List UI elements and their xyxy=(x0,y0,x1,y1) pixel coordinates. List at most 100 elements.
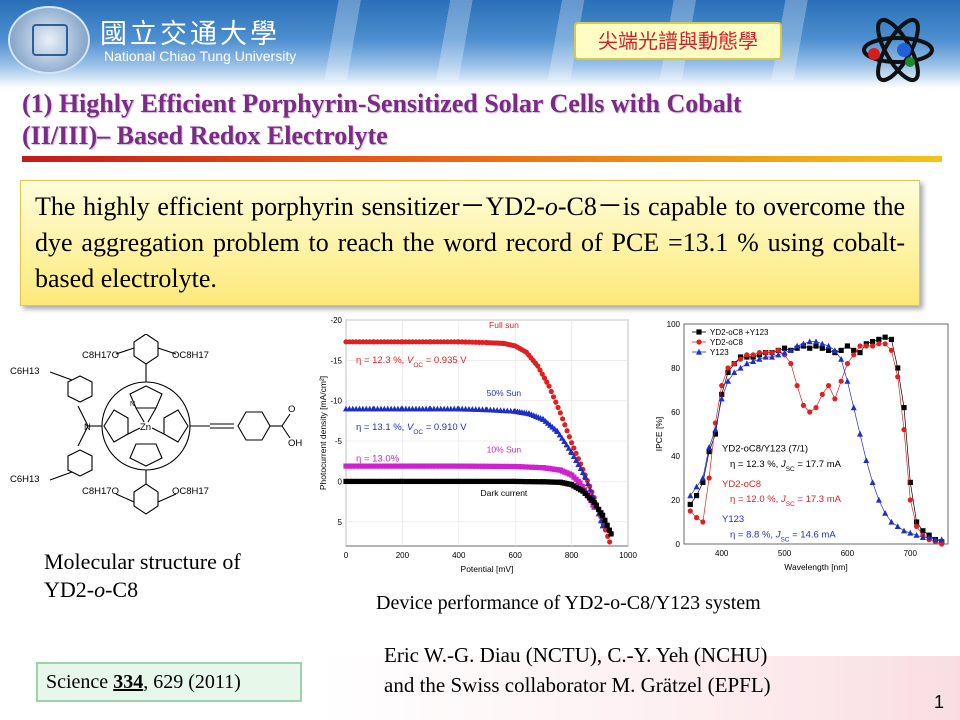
data-point xyxy=(426,463,433,469)
data-point xyxy=(737,356,744,362)
data-point xyxy=(450,478,456,485)
data-point xyxy=(387,478,393,485)
data-point xyxy=(794,342,801,349)
data-point xyxy=(409,463,416,469)
data-point xyxy=(493,478,499,485)
data-point xyxy=(413,478,419,485)
data-point xyxy=(469,478,475,485)
y-tick-label: -20 xyxy=(330,316,342,325)
data-point xyxy=(744,352,750,358)
data-point xyxy=(519,464,525,470)
data-point xyxy=(420,478,426,485)
data-point xyxy=(888,518,895,525)
data-point xyxy=(807,345,813,351)
data-point xyxy=(555,404,561,411)
data-point xyxy=(582,474,589,480)
data-point xyxy=(447,478,453,485)
data-point xyxy=(426,478,433,485)
annotation-y123-title: Y123 xyxy=(722,514,744,525)
data-point xyxy=(913,523,920,529)
molecule-caption: Molecular structure of YD2-o-C8 xyxy=(44,549,241,602)
data-point xyxy=(479,463,486,469)
data-point xyxy=(763,350,769,356)
data-point xyxy=(553,399,559,405)
plot-area xyxy=(345,319,629,547)
university-name-english: National Chiao Tung University xyxy=(104,48,297,64)
series-1 xyxy=(343,405,606,529)
data-point xyxy=(596,506,602,512)
label-amine-n: N xyxy=(84,422,91,433)
data-point xyxy=(440,478,446,485)
device-caption: Device performance of YD2-o-C8/Y123 syst… xyxy=(376,592,761,614)
annotation-combo-values: η = 12.3 %, JSC = 17.7 mA xyxy=(730,459,842,473)
data-point xyxy=(416,478,422,485)
data-point xyxy=(750,358,757,364)
data-point xyxy=(606,527,612,533)
x-tick-label: 400 xyxy=(452,551,466,560)
data-point xyxy=(719,391,725,397)
series-0 xyxy=(343,339,613,545)
data-point xyxy=(456,478,462,485)
label-oc8-top-left: C8H17O xyxy=(82,350,119,361)
data-point xyxy=(409,478,416,485)
data-point xyxy=(541,375,548,381)
data-point xyxy=(557,410,563,416)
data-point xyxy=(506,463,513,470)
data-point xyxy=(706,449,712,455)
data-point xyxy=(413,463,419,469)
university-logo xyxy=(8,6,90,74)
legend-marker xyxy=(696,339,702,345)
data-point xyxy=(725,365,731,371)
data-point xyxy=(561,438,568,445)
data-point xyxy=(384,463,390,469)
data-point xyxy=(825,383,832,389)
data-point xyxy=(875,496,882,503)
data-point xyxy=(604,522,610,528)
data-point xyxy=(813,343,819,349)
series-label: 10% Sun xyxy=(487,444,522,454)
x-axis-label: Wavelength [nm] xyxy=(784,562,847,572)
series-1 xyxy=(687,341,945,547)
data-point xyxy=(813,338,819,345)
data-point xyxy=(346,478,352,485)
data-point xyxy=(844,378,851,384)
data-point xyxy=(420,463,426,469)
annotation-yd2-title: YD2-oC8 xyxy=(722,479,761,490)
data-point xyxy=(700,519,706,525)
data-point xyxy=(693,483,700,490)
data-point xyxy=(743,360,750,367)
data-point xyxy=(781,345,788,351)
data-point xyxy=(825,347,832,353)
data-point xyxy=(819,345,825,351)
data-point xyxy=(450,463,456,469)
data-point xyxy=(360,463,366,469)
data-point xyxy=(579,469,586,475)
label-zn: Zn xyxy=(140,422,151,433)
data-point xyxy=(602,517,608,523)
data-point xyxy=(901,405,907,411)
label-oc8-bottom-right: OC8H17 xyxy=(172,486,209,497)
citation-badge: Science 334, 629 (2011) xyxy=(36,662,302,702)
data-point xyxy=(564,428,570,434)
data-point xyxy=(756,350,763,356)
data-point xyxy=(536,479,542,485)
annotation-50-sun: η = 13.1 %, VOC = 0.910 V xyxy=(356,422,467,436)
data-point xyxy=(486,463,492,469)
data-point xyxy=(687,508,693,514)
data-point xyxy=(882,510,889,516)
data-point xyxy=(433,463,439,469)
data-point xyxy=(459,478,465,485)
data-point xyxy=(731,361,737,367)
y-tick-label: 40 xyxy=(671,452,680,461)
data-point xyxy=(813,405,819,411)
data-point xyxy=(559,434,566,441)
data-point xyxy=(512,478,518,485)
data-point xyxy=(437,463,443,469)
data-point xyxy=(844,361,851,367)
data-point xyxy=(399,478,405,485)
data-point xyxy=(367,478,373,485)
slide-title-line-1: (1) Highly Efficient Porphyrin-Sensitize… xyxy=(22,89,742,118)
plot-area xyxy=(683,323,949,545)
data-point xyxy=(901,427,907,433)
data-point xyxy=(346,463,352,469)
